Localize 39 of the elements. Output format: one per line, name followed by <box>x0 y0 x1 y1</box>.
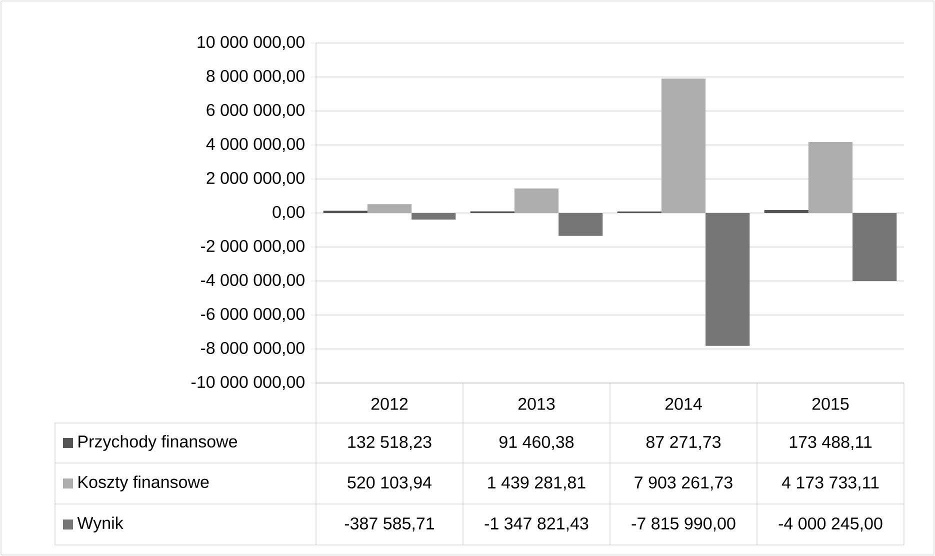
data-label: 1 439 281,81 <box>488 476 586 491</box>
x-tick-label: 2012 <box>371 398 408 410</box>
y-tick-label: -4 000 000,00 <box>200 274 304 288</box>
y-tick-label: -6 000 000,00 <box>200 308 304 322</box>
data-label: 87 271,73 <box>646 436 721 450</box>
data-label: 520 103,94 <box>348 476 432 491</box>
data-label: 4 173 733,11 <box>782 476 879 491</box>
data-label: 7 903 261,73 <box>634 476 732 491</box>
y-tick-label: 0,00 <box>272 206 304 220</box>
bar <box>412 212 456 220</box>
legend-label: Wynik <box>77 516 124 532</box>
bar <box>661 78 706 213</box>
data-label: 173 488,11 <box>790 436 872 450</box>
data-label: 91 460,38 <box>499 436 574 450</box>
x-tick-label: 2014 <box>665 398 702 410</box>
bar <box>558 212 603 236</box>
x-tick-label: 2015 <box>812 398 849 410</box>
bar <box>808 142 853 213</box>
y-tick-label: -10 000 000,00 <box>192 376 304 390</box>
legend-label: Koszty finansowe <box>78 476 209 492</box>
y-tick-label: -2 000 000,00 <box>200 240 304 254</box>
y-tick-label: 10 000 000,00 <box>198 36 304 50</box>
y-tick-label: 6 000 000,00 <box>206 104 304 118</box>
data-label: -4 000 245,00 <box>778 517 882 532</box>
y-tick-label: 8 000 000,00 <box>206 70 304 84</box>
bar <box>852 212 897 281</box>
y-tick-label: -8 000 000,00 <box>200 342 304 356</box>
legend-label: Przychody finansowe <box>78 435 238 451</box>
bar <box>367 204 412 213</box>
y-tick-label: 2 000 000,00 <box>206 172 304 186</box>
y-tick-label: 4 000 000,00 <box>206 138 304 152</box>
x-tick-label: 2013 <box>518 398 555 410</box>
data-label: -1 347 821,43 <box>484 517 588 532</box>
bar <box>706 212 750 346</box>
bar <box>514 188 559 213</box>
bar <box>764 210 808 213</box>
data-label: -387 585,71 <box>344 517 434 532</box>
data-label: -7 815 990,00 <box>632 517 736 532</box>
data-label: 132 518,23 <box>348 436 432 450</box>
